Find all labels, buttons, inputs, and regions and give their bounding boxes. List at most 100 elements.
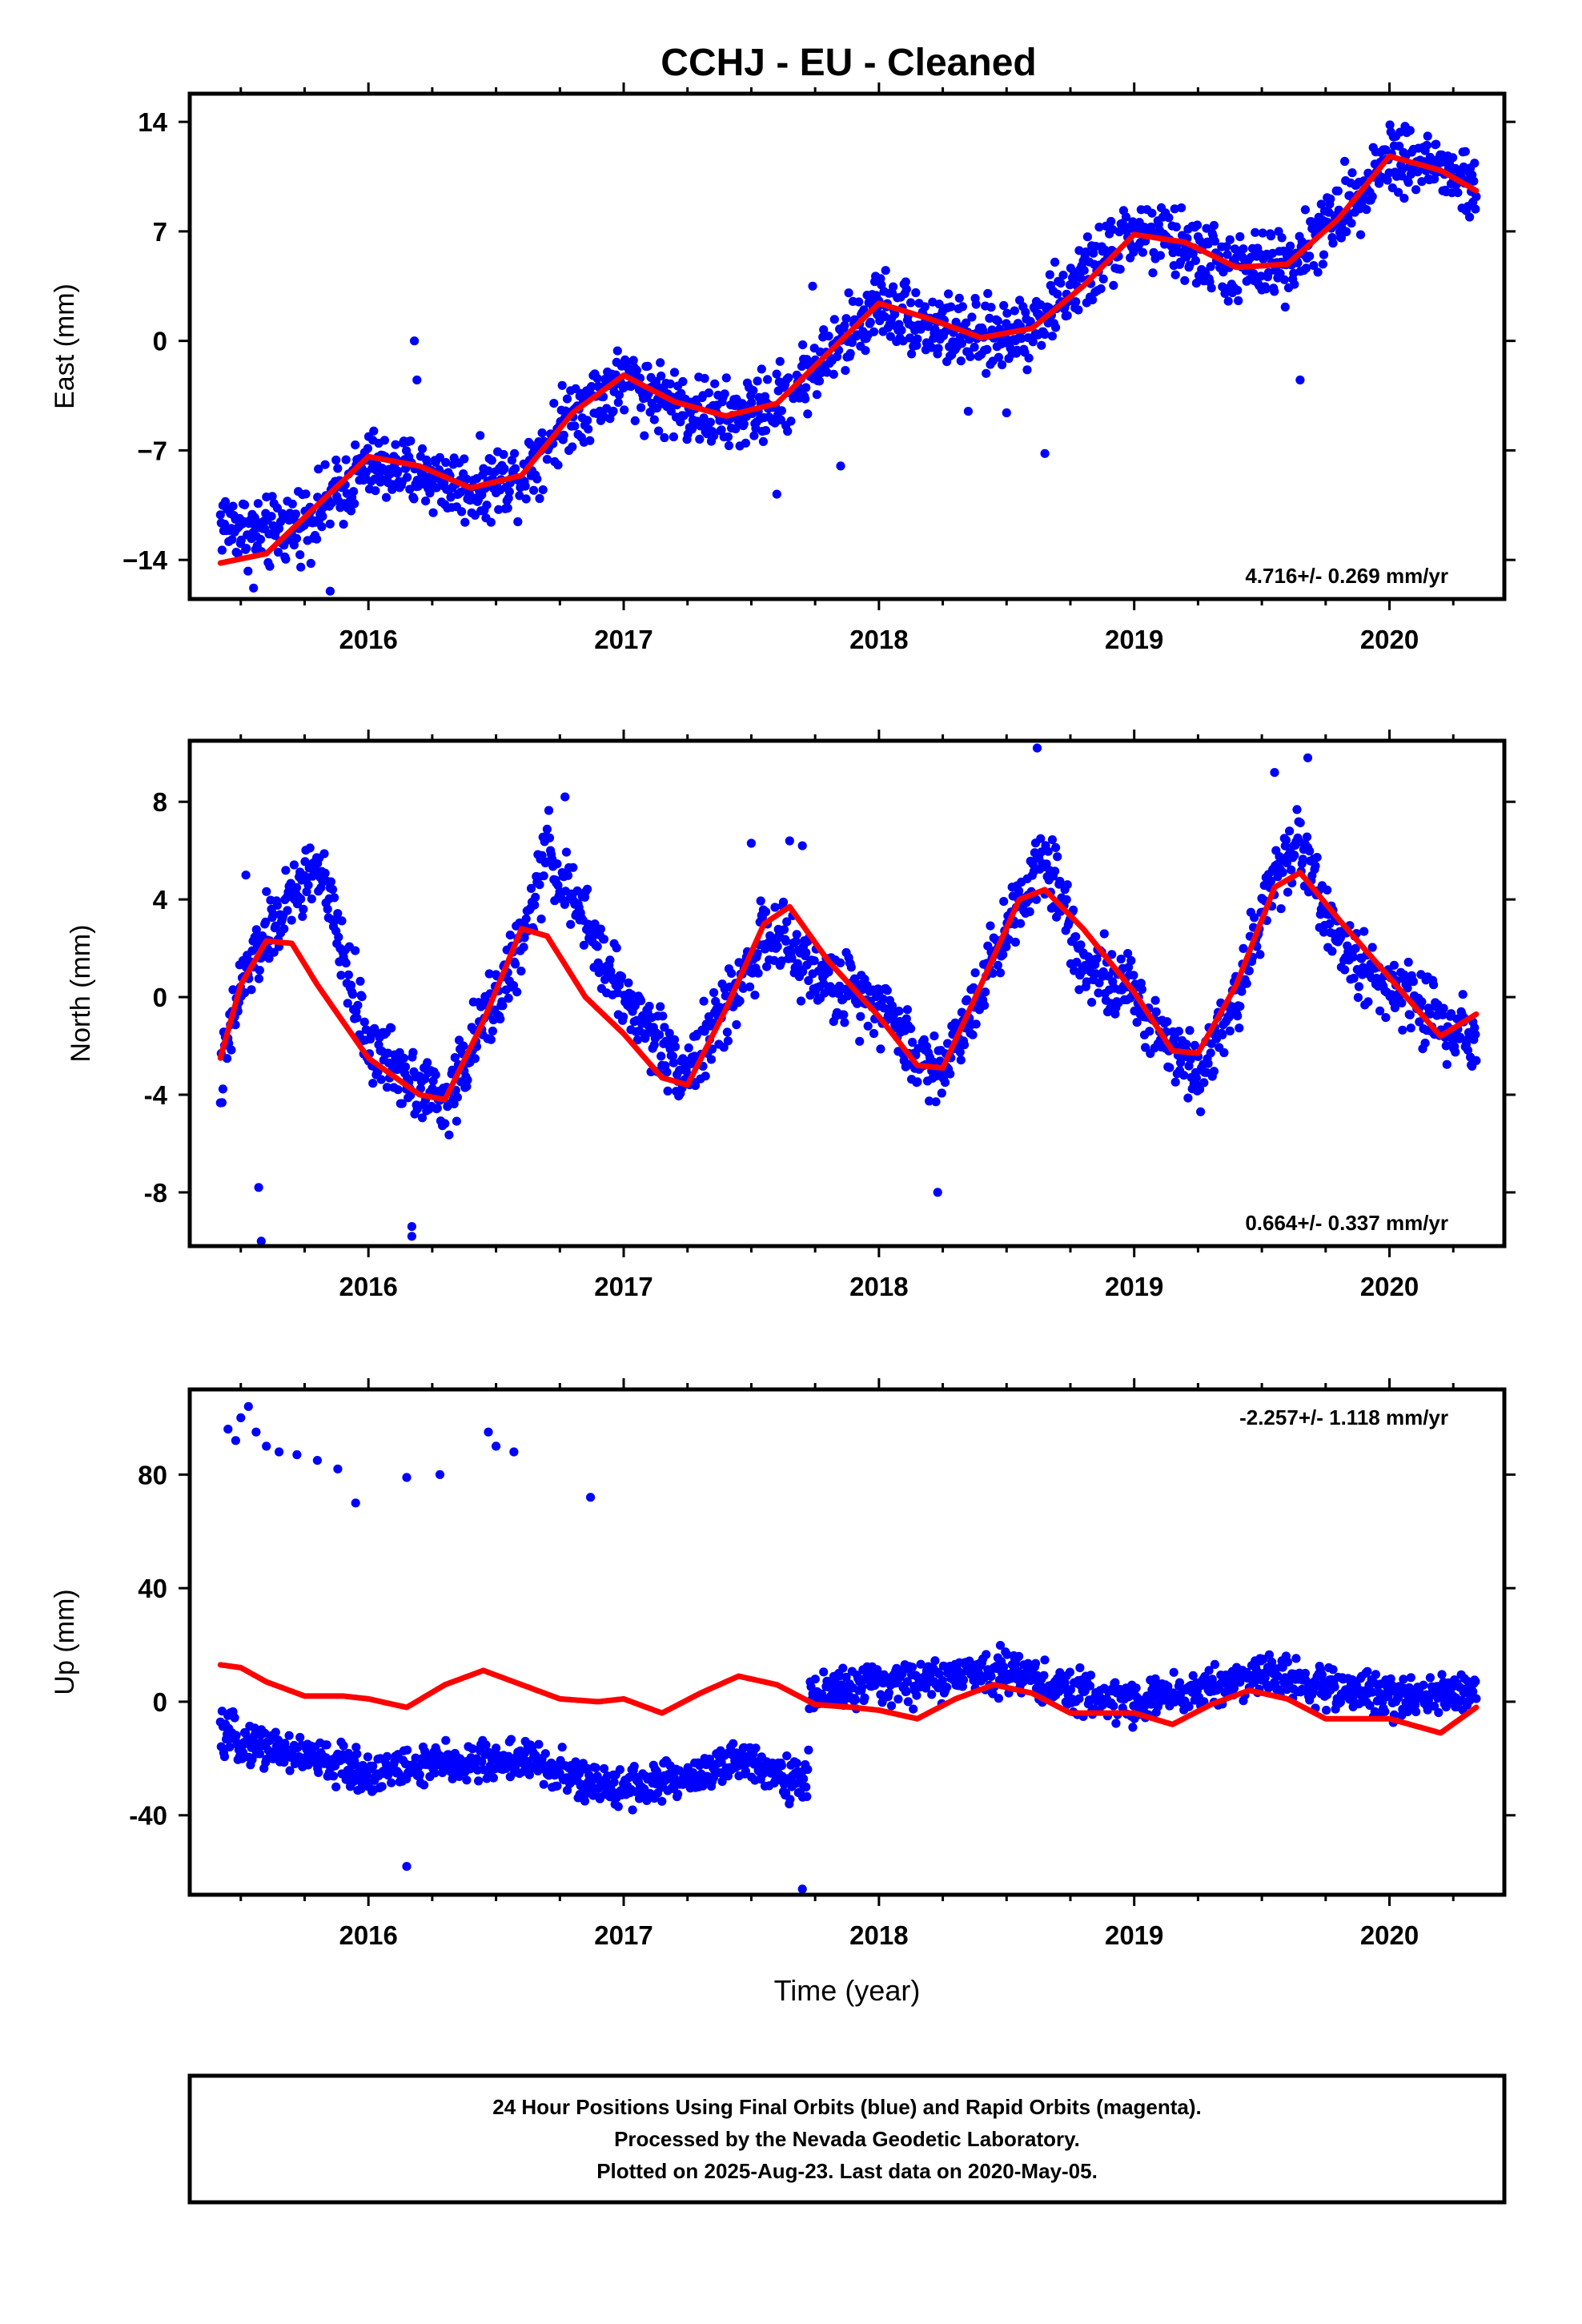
data-point (1183, 1093, 1193, 1103)
data-point (658, 1011, 668, 1021)
x-tick-label: 2019 (1105, 1920, 1163, 1950)
data-point (1471, 204, 1480, 214)
data-point (1071, 932, 1081, 942)
data-point (317, 522, 327, 532)
data-point (255, 534, 266, 545)
data-point (1098, 274, 1108, 283)
data-point (946, 1069, 955, 1079)
data-point (1210, 236, 1219, 246)
data-point (1210, 1659, 1219, 1669)
data-point (337, 916, 347, 926)
data-point (476, 431, 485, 440)
data-point (521, 494, 531, 504)
data-point (792, 1759, 801, 1768)
data-point (599, 935, 609, 944)
data-point (446, 493, 456, 502)
data-point (801, 383, 811, 392)
outlier-point (746, 838, 757, 848)
data-point (967, 312, 977, 322)
data-point (1170, 270, 1180, 279)
data-point (1411, 185, 1421, 195)
data-point (477, 1757, 487, 1767)
data-point (1082, 232, 1092, 242)
data-point (644, 1001, 654, 1011)
data-point (798, 967, 808, 976)
data-point (526, 883, 536, 893)
y-axis-label: North (mm) (66, 925, 96, 1063)
data-point (632, 365, 642, 375)
data-point (897, 1669, 907, 1679)
data-point (957, 1007, 966, 1017)
data-point (824, 332, 833, 341)
data-point (709, 431, 719, 440)
data-point (609, 1777, 619, 1787)
data-point (691, 1080, 701, 1091)
data-point (856, 1011, 865, 1021)
data-point (1439, 1003, 1448, 1013)
data-point (913, 334, 922, 344)
data-point (1279, 275, 1289, 284)
data-point (1244, 966, 1254, 975)
data-point (930, 324, 940, 334)
data-point (1319, 250, 1329, 259)
data-point (709, 987, 719, 998)
data-point (1420, 1038, 1430, 1048)
data-point (723, 432, 733, 442)
data-point (1004, 935, 1014, 944)
data-point (1207, 283, 1216, 293)
data-point (941, 326, 951, 336)
data-point (1028, 337, 1038, 347)
data-point (1131, 1683, 1141, 1693)
data-point (727, 968, 737, 978)
data-point (1448, 153, 1458, 163)
data-point (920, 302, 930, 312)
data-point (291, 533, 302, 543)
data-point (1036, 834, 1046, 843)
data-point (1423, 131, 1432, 141)
data-point (956, 1055, 966, 1065)
data-point (592, 942, 602, 951)
data-point (777, 956, 787, 966)
data-point (1191, 255, 1200, 265)
outlier-point (236, 1413, 246, 1422)
data-point (741, 1767, 751, 1776)
data-point (777, 406, 787, 416)
data-point (377, 1782, 387, 1791)
data-point (393, 466, 403, 476)
data-point (487, 456, 496, 465)
data-point (362, 1771, 371, 1780)
data-point (798, 340, 808, 350)
data-point (363, 1752, 372, 1762)
data-point (720, 389, 729, 399)
outlier-point (351, 1498, 360, 1508)
x-tick-label: 2019 (1105, 625, 1163, 654)
data-point (562, 394, 572, 404)
data-point (1066, 1685, 1075, 1695)
data-point (761, 907, 771, 917)
footer-line-1: 24 Hour Positions Using Final Orbits (bl… (492, 2095, 1202, 2119)
data-point (440, 1119, 450, 1128)
data-point (300, 857, 310, 866)
outlier-point (407, 1222, 416, 1232)
data-point (520, 933, 529, 943)
data-point (901, 1014, 911, 1023)
data-point (431, 1070, 440, 1080)
data-point (462, 1775, 472, 1785)
data-point (1121, 212, 1131, 222)
data-point (803, 1764, 813, 1775)
data-point (649, 415, 659, 424)
data-point (773, 942, 782, 951)
data-point (217, 1098, 227, 1108)
data-point (301, 489, 311, 499)
data-point (840, 1018, 849, 1027)
data-point (1099, 929, 1109, 939)
data-point (642, 1795, 652, 1805)
x-tick-label: 2020 (1360, 1920, 1419, 1950)
data-point (1137, 984, 1146, 994)
data-point (223, 1054, 232, 1063)
data-point (861, 346, 870, 356)
data-point (802, 1791, 812, 1801)
data-point (1278, 867, 1287, 877)
data-point (1002, 308, 1012, 318)
